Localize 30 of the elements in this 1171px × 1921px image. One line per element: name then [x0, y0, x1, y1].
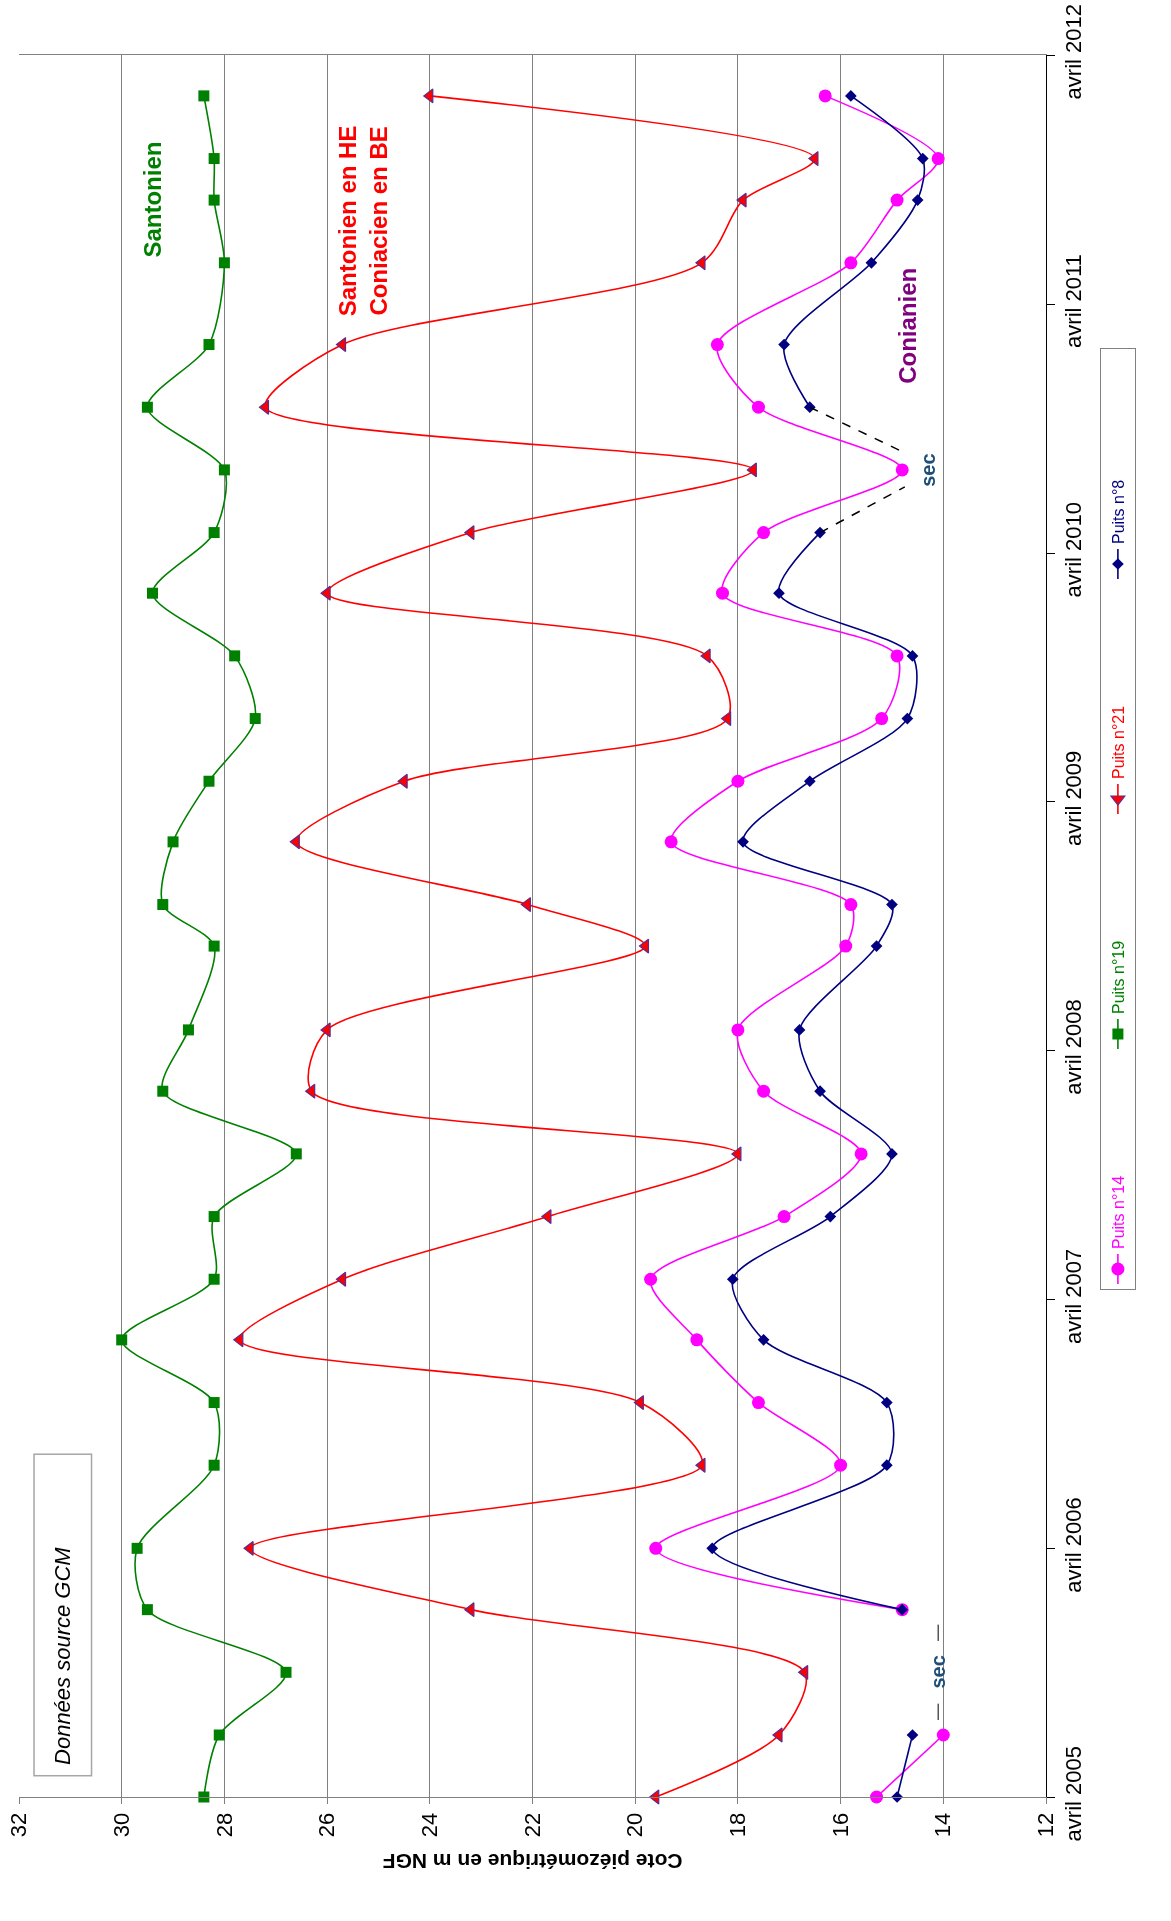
- annotation: sec: [926, 1655, 949, 1689]
- x-tick-label: 24: [416, 1812, 442, 1838]
- x-tick-label: 32: [6, 1812, 32, 1838]
- x-tick-label: 20: [622, 1812, 648, 1838]
- annotation: Données source GCM: [50, 1546, 76, 1765]
- annotation: sec: [917, 453, 940, 487]
- x-tick-label: 16: [827, 1812, 853, 1838]
- annotation: Santonien: [139, 141, 167, 258]
- y-tick-label: avril 2007: [1061, 1248, 1087, 1345]
- y-tick-label: avril 2008: [1061, 999, 1087, 1095]
- text: Puits n°21: [1110, 705, 1128, 779]
- text: Puits n°19: [1110, 940, 1128, 1014]
- x-tick-label: 28: [211, 1812, 237, 1838]
- annotation: Santonien en HE Coniacien en BE: [333, 125, 393, 317]
- y-tick-label: avril 2010: [1061, 502, 1087, 598]
- y-tick-label: avril 2011: [1061, 254, 1087, 348]
- y-tick-label: avril 2009: [1061, 750, 1087, 847]
- x-axis-title: Cote piézométrique en m NGF: [382, 1850, 683, 1874]
- x-tick-label: 22: [519, 1812, 545, 1838]
- y-tick-label: avril 2006: [1061, 1497, 1087, 1593]
- y-tick-label: avril 2012: [1061, 4, 1087, 100]
- x-tick-label: 26: [314, 1812, 340, 1838]
- x-tick-label: 14: [930, 1812, 956, 1838]
- annotation: Conianien: [893, 267, 921, 384]
- y-tick-label: avril 2005: [1061, 1746, 1087, 1842]
- text: Puits n°8: [1110, 479, 1128, 544]
- text: Puits n°14: [1110, 1175, 1128, 1249]
- x-tick-label: 18: [725, 1812, 751, 1838]
- x-tick-label: 30: [108, 1812, 134, 1838]
- x-tick-label: 12: [1033, 1812, 1059, 1838]
